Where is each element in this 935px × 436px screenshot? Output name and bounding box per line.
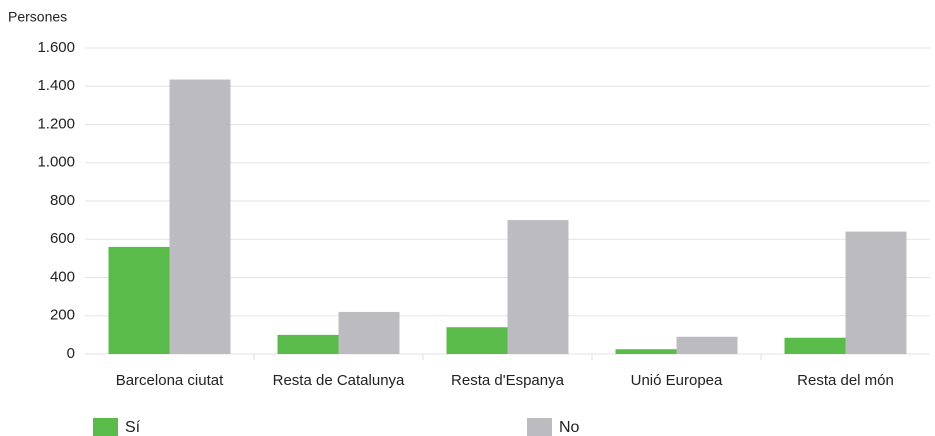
bar: [676, 336, 738, 354]
y-tick-label: 0: [67, 345, 75, 362]
legend-label: Sí: [125, 419, 141, 436]
bar: [845, 231, 907, 354]
bar: [108, 246, 170, 354]
bar: [507, 220, 569, 354]
bar: [784, 337, 846, 354]
legend-swatch: [93, 418, 118, 436]
y-tick-label: 600: [50, 230, 75, 247]
x-tick-label: Resta d'Espanya: [451, 372, 565, 389]
legend-label: No: [559, 419, 580, 436]
bar: [169, 79, 231, 355]
y-tick-label: 800: [50, 192, 75, 209]
y-tick-label: 1.000: [37, 154, 75, 171]
y-tick-label: 1.200: [37, 115, 75, 132]
bar: [615, 349, 677, 354]
y-tick-label: 1.600: [37, 39, 75, 56]
y-tick-label: 1.400: [37, 77, 75, 94]
x-tick-label: Unió Europea: [631, 372, 723, 389]
bar: [446, 327, 508, 354]
bar: [338, 311, 400, 354]
y-axis-label: Persones: [8, 9, 67, 25]
x-tick-label: Resta del món: [797, 372, 894, 389]
y-tick-label: 400: [50, 268, 75, 285]
y-tick-label: 200: [50, 307, 75, 324]
x-tick-label: Barcelona ciutat: [116, 372, 224, 389]
bar: [277, 334, 339, 354]
legend-swatch: [527, 418, 552, 436]
x-tick-label: Resta de Catalunya: [273, 372, 405, 389]
